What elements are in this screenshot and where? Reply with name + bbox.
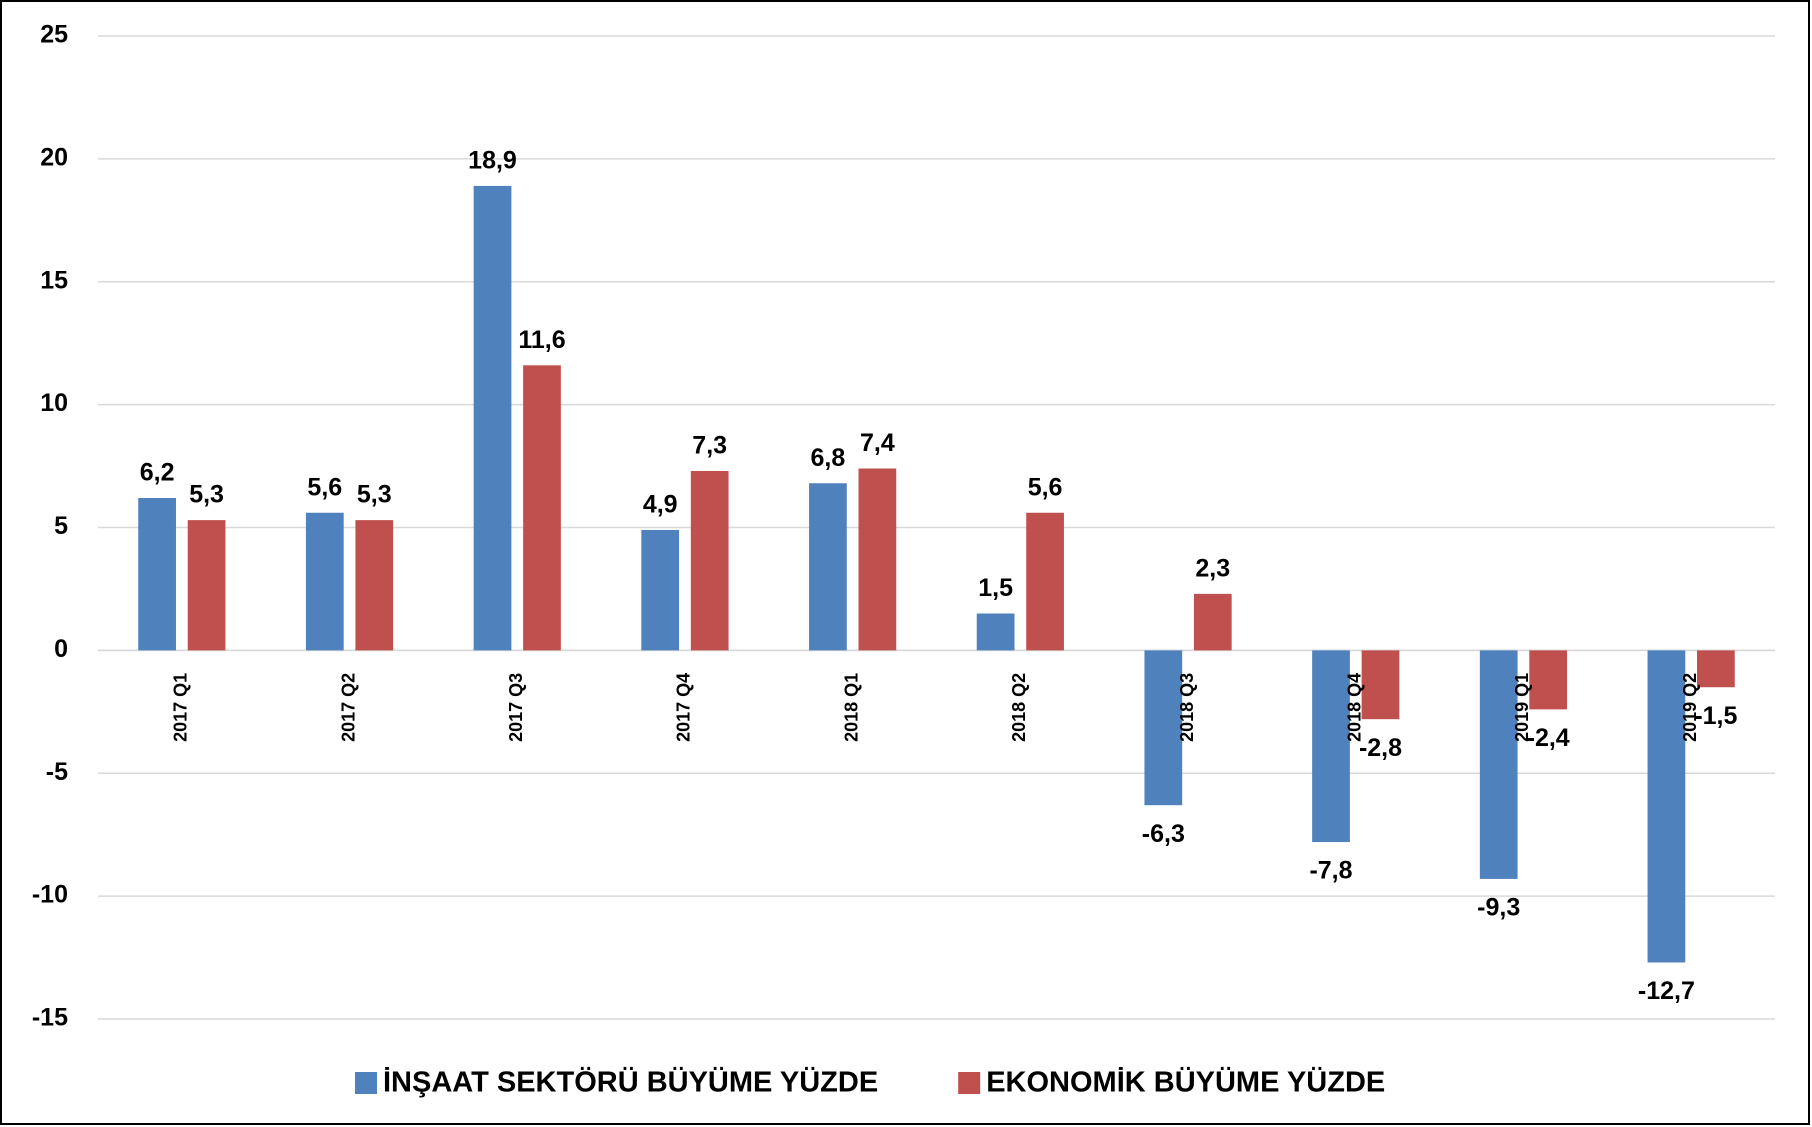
x-tick-label: 2018 Q2	[1009, 673, 1029, 742]
x-tick-label: 2017 Q3	[506, 673, 526, 742]
y-tick-label: 10	[40, 389, 68, 417]
y-tick-label: 5	[54, 512, 68, 540]
y-tick-label: 0	[54, 635, 68, 663]
legend-label: EKONOMİK BÜYÜME YÜZDE	[986, 1066, 1385, 1099]
bar	[1144, 650, 1183, 806]
data-label: 5,3	[357, 481, 392, 509]
bar	[809, 483, 847, 651]
x-tick-label: 2019 Q1	[1512, 673, 1532, 742]
data-label: 2,3	[1195, 554, 1230, 582]
bar	[355, 520, 394, 651]
data-label: 5,3	[189, 481, 224, 509]
x-tick-label: 2018 Q1	[841, 673, 861, 742]
x-tick-label: 2018 Q4	[1345, 673, 1365, 742]
x-tick-label: 2018 Q3	[1177, 673, 1197, 742]
y-tick-label: 25	[40, 21, 68, 49]
bar	[976, 613, 1015, 651]
data-label: 6,8	[811, 444, 846, 472]
x-tick-label: 2017 Q4	[674, 673, 694, 742]
bar	[858, 468, 897, 651]
data-label: -6,3	[1142, 820, 1185, 848]
bar	[523, 365, 561, 651]
bar	[1647, 650, 1686, 963]
data-label: 4,9	[643, 491, 678, 519]
x-tick-label: 2017 Q1	[171, 673, 191, 742]
data-label: -2,4	[1527, 724, 1570, 752]
y-tick-label: -5	[46, 758, 68, 786]
bar	[1697, 650, 1735, 688]
data-label: -2,8	[1359, 734, 1402, 762]
y-tick-label: 20	[40, 143, 68, 171]
legend-label: İNŞAAT SEKTÖRÜ BÜYÜME YÜZDE	[383, 1066, 878, 1099]
legend-swatch	[355, 1072, 377, 1094]
legend-swatch	[958, 1072, 981, 1094]
bar	[1529, 650, 1568, 710]
bar	[690, 470, 729, 651]
x-tick-label: 2019 Q2	[1680, 673, 1700, 742]
bar	[1193, 593, 1232, 651]
bar	[1361, 650, 1400, 720]
data-label: 5,6	[1028, 473, 1063, 501]
data-label: 6,2	[140, 459, 175, 487]
data-label: 7,3	[692, 432, 727, 460]
bar	[138, 498, 176, 651]
y-tick-label: -10	[32, 881, 68, 909]
bar	[1479, 650, 1518, 879]
bar	[473, 185, 512, 651]
data-label: -9,3	[1477, 894, 1520, 922]
bar	[641, 529, 680, 651]
y-tick-label: 15	[40, 266, 68, 294]
x-tick-label: 2017 Q2	[338, 673, 358, 742]
data-label: 1,5	[978, 574, 1013, 602]
data-label: 18,9	[468, 147, 517, 175]
bar	[1026, 512, 1064, 651]
data-label: -7,8	[1309, 857, 1352, 885]
data-label: 11,6	[518, 326, 565, 354]
y-tick-label: -15	[32, 1004, 68, 1032]
bar	[305, 512, 344, 651]
data-label: -12,7	[1638, 977, 1695, 1005]
bar	[1312, 650, 1350, 843]
bar	[187, 520, 226, 651]
data-label: -1,5	[1694, 702, 1737, 730]
data-label: 7,4	[860, 429, 895, 457]
data-label: 5,6	[307, 473, 342, 501]
